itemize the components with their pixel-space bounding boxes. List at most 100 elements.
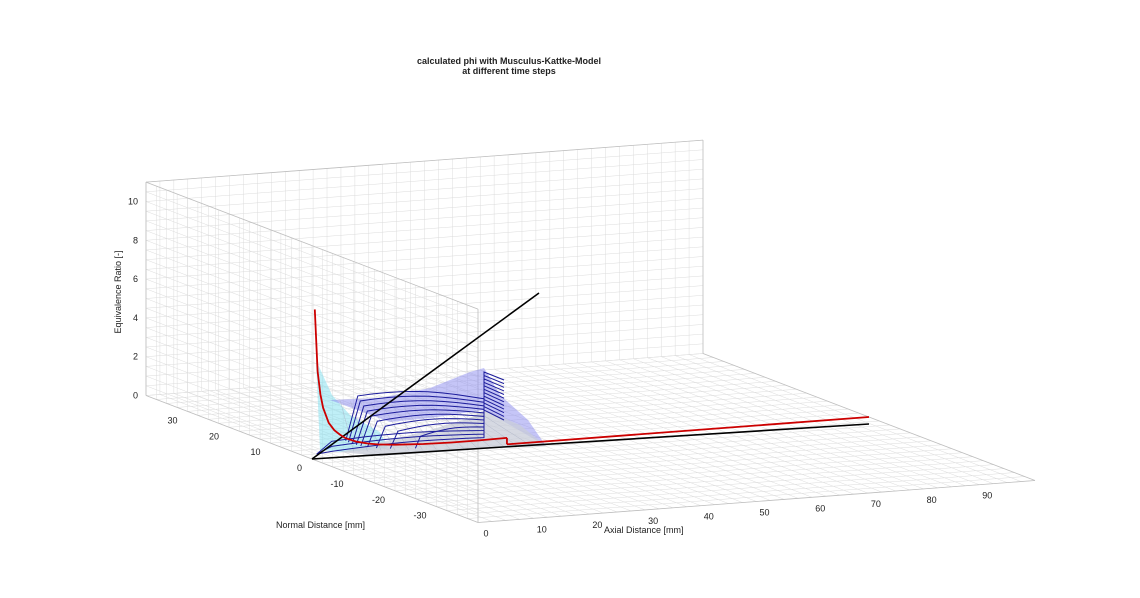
x-tick-label: 40 (704, 512, 714, 522)
axes-grid (145, 139, 1036, 523)
z-tick-label: 10 (128, 197, 138, 207)
back-wall-gridline (145, 227, 704, 270)
axis-ticks: 0 10 20 30 40 50 60 70 80 90 30 20 10 0 -10 -20 -30 0 2 4 6 8… (128, 197, 992, 539)
side-wall-gridline (145, 366, 479, 494)
chart-title-line-1: calculated phi with Musculus-Kattke-Mode… (417, 56, 601, 66)
floor-gridline (363, 436, 921, 480)
y-tick-label: -10 (330, 479, 343, 489)
reference-lines (311, 292, 870, 460)
contour-line (348, 374, 505, 443)
surface-mesh-line (473, 409, 533, 447)
back-wall-gridline (145, 353, 704, 396)
z-tick-label: 4 (133, 313, 138, 323)
back-wall-gridline (145, 168, 704, 212)
floor-gridline (426, 460, 984, 503)
back-wall-gridline (145, 285, 704, 328)
z-tick-label: 8 (133, 235, 138, 245)
side-wall-gridline (145, 385, 479, 514)
side-wall-gridline (145, 220, 479, 349)
back-wall-gridline (145, 324, 704, 367)
floor-gridline (405, 452, 963, 495)
x-axis-label: Axial Distance [mm] (604, 525, 684, 535)
floor-gridline (332, 424, 890, 468)
z-axis-label: Equivalence Ratio [-] (113, 250, 123, 333)
centerline-phi-curve (313, 309, 508, 446)
y-tick-label: 10 (250, 447, 260, 457)
side-wall-gridline (145, 269, 479, 397)
back-wall-gridline (145, 207, 704, 251)
back-wall-gridline (145, 236, 704, 280)
cone-edge-upper (311, 292, 540, 460)
back-wall-gridline (145, 295, 704, 338)
x-tick-label: 30 (648, 516, 658, 526)
back-wall-gridline (145, 149, 704, 193)
floor-gridline (343, 428, 901, 472)
surface-mesh-line (463, 408, 519, 447)
x-tick-label: 80 (927, 495, 937, 505)
side-wall-gridline (145, 210, 479, 339)
phi-surface (316, 360, 546, 456)
cone-edge-lower (311, 423, 870, 460)
side-wall-gridline (145, 191, 479, 320)
contour-line (375, 391, 505, 449)
side-wall-gridline (145, 230, 479, 358)
contour-line (316, 405, 505, 455)
side-wall-gridline (145, 317, 479, 446)
back-wall-gridline (145, 159, 704, 202)
floor-gridline (415, 456, 973, 499)
contour-line (367, 388, 505, 448)
contour-line (316, 409, 505, 455)
axes-box-edge (145, 139, 704, 183)
surface-mesh-line (391, 403, 423, 450)
back-wall-gridline (145, 217, 704, 260)
back-wall-gridline (145, 314, 704, 357)
x-tick-label: 60 (815, 503, 825, 513)
surface-back-lobe (330, 368, 546, 446)
floor-gridline (353, 432, 911, 476)
z-tick-label: 6 (133, 274, 138, 284)
contour-line (360, 385, 505, 447)
contour-line (414, 398, 505, 449)
side-wall-gridline (145, 259, 479, 387)
contour-line (345, 371, 505, 441)
y-tick-label: -20 (372, 495, 385, 505)
x-tick-label: 10 (537, 524, 547, 534)
back-wall-gridline (145, 343, 704, 387)
back-wall-gridline (145, 275, 704, 319)
side-wall-gridline (145, 356, 479, 484)
back-wall-gridline (145, 198, 704, 241)
side-wall-gridline (145, 278, 479, 407)
y-tick-label: 0 (297, 463, 302, 473)
x-tick-label: 20 (592, 520, 602, 530)
floor-gridline (446, 468, 1004, 511)
x-tick-label: 70 (871, 499, 881, 509)
side-wall-gridline (145, 201, 479, 329)
back-wall-gridline (145, 178, 704, 222)
floor-gridline (384, 444, 942, 488)
y-tick-label: -30 (413, 511, 426, 521)
floor-gridline (374, 440, 932, 484)
back-wall-gridline (145, 265, 704, 309)
floor-gridline (394, 448, 953, 491)
side-wall-gridline (145, 249, 479, 378)
y-tick-label: 20 (209, 431, 219, 441)
side-wall-gridline (145, 240, 479, 368)
floor-gridline (436, 464, 994, 507)
axes-box-edge (477, 480, 1036, 523)
chart-title-line-2: at different time steps (462, 66, 556, 76)
back-wall-gridline (145, 304, 704, 348)
x-tick-label: 50 (759, 508, 769, 518)
axes-box-edge (145, 181, 479, 310)
floor-gridline (322, 420, 880, 464)
x-tick-label: 90 (982, 491, 992, 501)
back-wall-gridline (145, 333, 704, 377)
back-wall-gridline (145, 256, 704, 299)
contour-line (389, 395, 505, 449)
side-wall-gridline (145, 375, 479, 504)
floor-gridline (156, 357, 714, 400)
back-wall-gridline (145, 188, 704, 231)
surface-mesh-line (360, 401, 382, 451)
back-wall-gridline (145, 246, 704, 290)
surface-mesh-line (411, 405, 451, 449)
